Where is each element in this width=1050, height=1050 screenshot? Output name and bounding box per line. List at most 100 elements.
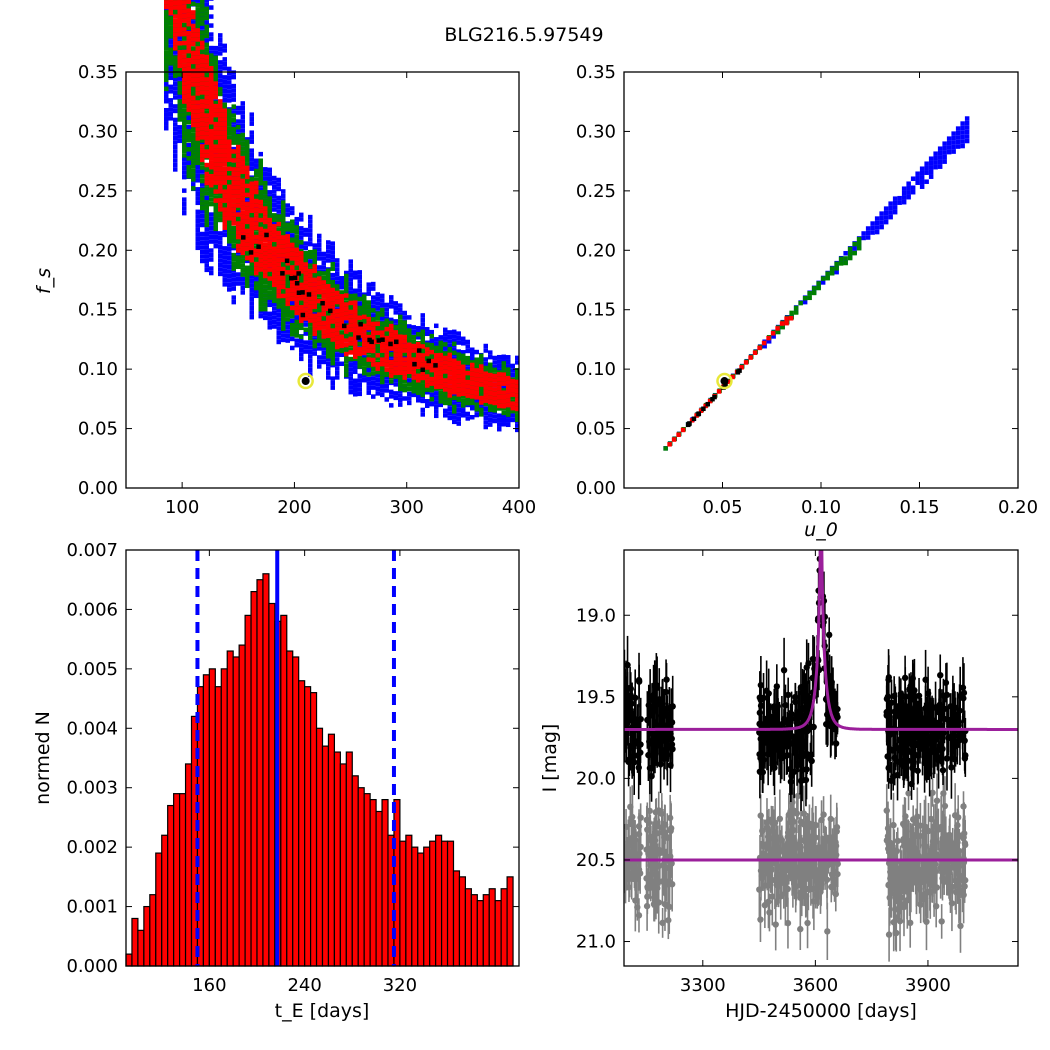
density-cell: [186, 120, 191, 125]
density-cell: [317, 280, 322, 286]
density-cell: [204, 77, 209, 82]
density-cell: [312, 268, 317, 274]
density-cell: [281, 239, 286, 245]
density-cell: [182, 76, 187, 82]
density-cell: [483, 371, 488, 376]
density-cell: [384, 344, 389, 350]
density-cell: [416, 326, 421, 331]
density-cell: [407, 347, 412, 352]
density-cell: [434, 337, 439, 342]
density-cell: [272, 228, 277, 234]
density-cell: [209, 45, 214, 51]
density-cell: [375, 292, 380, 297]
density-cell: [303, 293, 308, 299]
density-cell: [267, 167, 272, 173]
density-cell: [182, 27, 187, 32]
density-cell: [195, 131, 200, 137]
density-cell: [470, 380, 475, 386]
density-cell: [290, 247, 295, 252]
density-cell: [245, 206, 250, 211]
density-cell: [407, 396, 412, 401]
density-cell: [356, 335, 361, 340]
density-cell: [483, 343, 488, 349]
density-cell: [173, 32, 178, 37]
density-cell: [411, 325, 416, 330]
density-cell: [240, 228, 245, 233]
density-cell: [182, 9, 187, 14]
density-cell: [227, 131, 232, 136]
density-cell: [276, 248, 281, 254]
density-cell: [263, 194, 268, 199]
x-tick-label: 400: [502, 497, 536, 518]
density-cell: [326, 349, 331, 355]
density-cell: [218, 37, 223, 43]
density-cell: [497, 385, 502, 391]
density-cell: [299, 347, 304, 353]
density-cell: [218, 73, 223, 79]
density-cell: [388, 341, 393, 347]
density-cell: [195, 241, 200, 246]
density-cell: [240, 105, 245, 111]
density-cell: [195, 118, 200, 123]
density-cell: [420, 383, 425, 389]
density-cell: [173, 10, 178, 15]
density-cell: [461, 398, 466, 404]
density-cell: [231, 194, 236, 199]
density-cell: [465, 396, 470, 401]
density-cell: [222, 48, 227, 53]
density-cell: [222, 84, 227, 89]
density-cell: [231, 146, 236, 152]
density-cell: [461, 336, 466, 342]
density-cell: [375, 353, 380, 358]
density-cell: [231, 113, 236, 118]
density-cell: [200, 76, 205, 82]
density-cell: [204, 240, 209, 246]
density-cell: [204, 204, 209, 210]
density-cell: [380, 307, 385, 313]
density-cell: [303, 322, 308, 327]
density-cell: [335, 284, 340, 289]
density-cell: [335, 375, 340, 380]
density-cell: [474, 399, 479, 404]
density-cell: [236, 119, 241, 124]
density-cell: [258, 162, 263, 168]
density-cell: [348, 350, 353, 355]
density-cell: [263, 251, 268, 256]
density-cell: [177, 41, 182, 46]
density-cell: [222, 157, 227, 163]
density-cell: [209, 50, 214, 55]
density-cell: [384, 372, 389, 378]
density-cell: [371, 357, 376, 363]
density-cell: [231, 281, 236, 287]
density-cell: [281, 317, 286, 322]
density-cell: [375, 356, 380, 361]
density-cell: [227, 225, 232, 231]
density-cell: [236, 185, 241, 190]
density-cell: [290, 242, 295, 248]
density-cell: [411, 357, 416, 362]
density-cell: [452, 362, 457, 368]
density-cell: [236, 276, 241, 282]
density-cell: [258, 288, 263, 294]
density-cell: [213, 73, 218, 79]
density-cell: [492, 378, 497, 383]
density-cell: [236, 180, 241, 186]
density-cell: [173, 162, 178, 168]
density-cell: [438, 345, 443, 350]
density-cell: [339, 321, 344, 326]
density-cell: [177, 99, 182, 104]
density-cell: [371, 281, 376, 287]
density-cell: [402, 370, 407, 376]
density-cell: [173, 18, 178, 24]
y-tick-label: 0.05: [78, 419, 118, 440]
density-cell: [182, 144, 187, 149]
density-cell: [402, 378, 407, 384]
density-cell: [213, 121, 218, 127]
density-cell: [281, 333, 286, 338]
density-cell: [497, 381, 502, 386]
density-cell: [330, 296, 335, 302]
density-cell: [317, 325, 322, 331]
density-cell: [384, 326, 389, 332]
density-cell: [276, 326, 281, 331]
density-cell: [452, 415, 457, 420]
